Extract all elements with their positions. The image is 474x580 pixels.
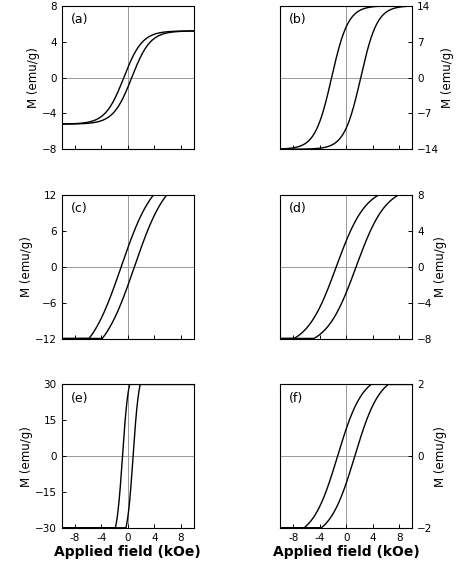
Text: (b): (b) bbox=[289, 13, 307, 26]
X-axis label: Applied field (kOe): Applied field (kOe) bbox=[55, 545, 201, 560]
Text: (a): (a) bbox=[71, 13, 88, 26]
Y-axis label: M (emu/g): M (emu/g) bbox=[441, 47, 454, 108]
Y-axis label: M (emu/g): M (emu/g) bbox=[27, 47, 40, 108]
Text: (e): (e) bbox=[71, 392, 88, 405]
X-axis label: Applied field (kOe): Applied field (kOe) bbox=[273, 545, 419, 560]
Y-axis label: M (emu/g): M (emu/g) bbox=[20, 426, 33, 487]
Text: (f): (f) bbox=[289, 392, 303, 405]
Y-axis label: M (emu/g): M (emu/g) bbox=[434, 237, 447, 297]
Text: (d): (d) bbox=[289, 202, 307, 215]
Y-axis label: M (emu/g): M (emu/g) bbox=[434, 426, 447, 487]
Text: (c): (c) bbox=[71, 202, 88, 215]
Y-axis label: M (emu/g): M (emu/g) bbox=[20, 237, 33, 297]
